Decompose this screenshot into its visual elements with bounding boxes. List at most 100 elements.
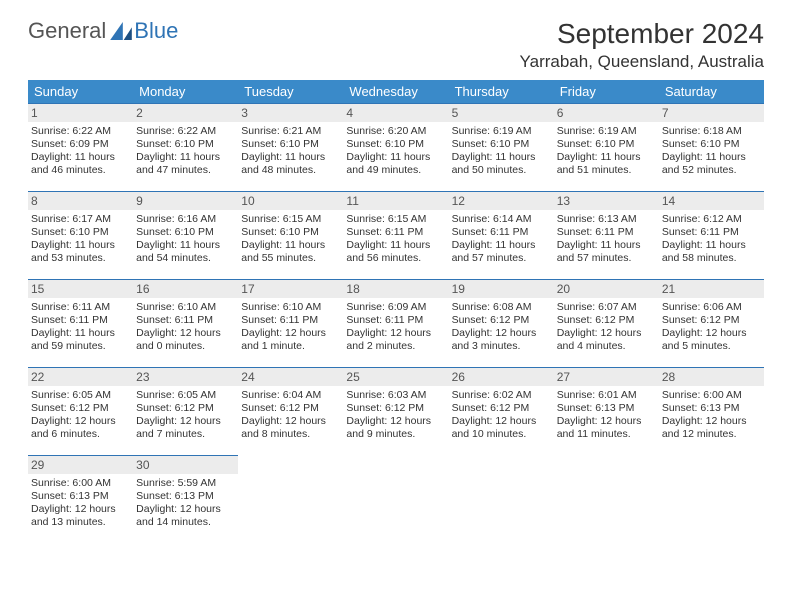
day-number: 24 xyxy=(238,367,343,386)
calendar-cell: 29Sunrise: 6:00 AMSunset: 6:13 PMDayligh… xyxy=(28,455,133,543)
day-line: Sunset: 6:13 PM xyxy=(136,490,235,503)
day-line: Sunset: 6:12 PM xyxy=(241,402,340,415)
dayname-sat: Saturday xyxy=(659,80,764,103)
day-line: Daylight: 12 hours xyxy=(346,327,445,340)
day-line: Sunset: 6:10 PM xyxy=(136,138,235,151)
day-line: Daylight: 12 hours xyxy=(241,327,340,340)
day-line: Sunrise: 6:10 AM xyxy=(241,301,340,314)
day-line: and 47 minutes. xyxy=(136,164,235,177)
day-line: Sunrise: 6:00 AM xyxy=(662,389,761,402)
day-line: Sunrise: 6:06 AM xyxy=(662,301,761,314)
day-details: Sunrise: 6:10 AMSunset: 6:11 PMDaylight:… xyxy=(238,298,343,360)
brand-part2: Blue xyxy=(134,18,178,44)
day-line: and 0 minutes. xyxy=(136,340,235,353)
day-line: Daylight: 12 hours xyxy=(31,415,130,428)
day-number: 12 xyxy=(449,191,554,210)
day-line: Sunset: 6:11 PM xyxy=(241,314,340,327)
calendar-cell xyxy=(554,455,659,543)
day-number: 22 xyxy=(28,367,133,386)
calendar-row: 1Sunrise: 6:22 AMSunset: 6:09 PMDaylight… xyxy=(28,103,764,191)
day-line: Daylight: 12 hours xyxy=(31,503,130,516)
day-details: Sunrise: 6:13 AMSunset: 6:11 PMDaylight:… xyxy=(554,210,659,272)
day-details: Sunrise: 6:22 AMSunset: 6:10 PMDaylight:… xyxy=(133,122,238,184)
day-details: Sunrise: 6:18 AMSunset: 6:10 PMDaylight:… xyxy=(659,122,764,184)
day-line: Sunrise: 6:13 AM xyxy=(557,213,656,226)
day-line: and 13 minutes. xyxy=(31,516,130,529)
day-number: 29 xyxy=(28,455,133,474)
day-line: and 10 minutes. xyxy=(452,428,551,441)
day-line: and 50 minutes. xyxy=(452,164,551,177)
sail-icon xyxy=(110,22,132,40)
day-line: Daylight: 11 hours xyxy=(662,239,761,252)
day-details: Sunrise: 6:15 AMSunset: 6:10 PMDaylight:… xyxy=(238,210,343,272)
day-number: 25 xyxy=(343,367,448,386)
day-line: Sunset: 6:10 PM xyxy=(136,226,235,239)
day-line: Sunrise: 6:19 AM xyxy=(557,125,656,138)
day-number: 8 xyxy=(28,191,133,210)
calendar-cell: 27Sunrise: 6:01 AMSunset: 6:13 PMDayligh… xyxy=(554,367,659,455)
day-line: Sunset: 6:10 PM xyxy=(346,138,445,151)
day-details: Sunrise: 6:02 AMSunset: 6:12 PMDaylight:… xyxy=(449,386,554,448)
day-line: Sunrise: 6:01 AM xyxy=(557,389,656,402)
day-details: Sunrise: 6:10 AMSunset: 6:11 PMDaylight:… xyxy=(133,298,238,360)
day-line: Daylight: 12 hours xyxy=(452,327,551,340)
day-line: Daylight: 12 hours xyxy=(136,503,235,516)
day-line: Sunrise: 6:07 AM xyxy=(557,301,656,314)
day-line: Sunrise: 6:16 AM xyxy=(136,213,235,226)
day-number: 19 xyxy=(449,279,554,298)
calendar-cell: 4Sunrise: 6:20 AMSunset: 6:10 PMDaylight… xyxy=(343,103,448,191)
day-line: Daylight: 11 hours xyxy=(557,151,656,164)
calendar-cell: 30Sunrise: 5:59 AMSunset: 6:13 PMDayligh… xyxy=(133,455,238,543)
calendar-cell: 7Sunrise: 6:18 AMSunset: 6:10 PMDaylight… xyxy=(659,103,764,191)
day-line: Daylight: 11 hours xyxy=(662,151,761,164)
calendar-cell: 11Sunrise: 6:15 AMSunset: 6:11 PMDayligh… xyxy=(343,191,448,279)
calendar-cell: 15Sunrise: 6:11 AMSunset: 6:11 PMDayligh… xyxy=(28,279,133,367)
day-line: Sunrise: 5:59 AM xyxy=(136,477,235,490)
day-number: 7 xyxy=(659,103,764,122)
day-line: Daylight: 11 hours xyxy=(346,151,445,164)
day-line: Sunset: 6:11 PM xyxy=(136,314,235,327)
day-line: Daylight: 11 hours xyxy=(136,239,235,252)
month-title: September 2024 xyxy=(520,18,764,50)
calendar-cell: 2Sunrise: 6:22 AMSunset: 6:10 PMDaylight… xyxy=(133,103,238,191)
day-header-row: Sunday Monday Tuesday Wednesday Thursday… xyxy=(28,80,764,103)
dayname-tue: Tuesday xyxy=(238,80,343,103)
day-details: Sunrise: 6:03 AMSunset: 6:12 PMDaylight:… xyxy=(343,386,448,448)
calendar-cell: 3Sunrise: 6:21 AMSunset: 6:10 PMDaylight… xyxy=(238,103,343,191)
day-line: and 59 minutes. xyxy=(31,340,130,353)
day-line: and 9 minutes. xyxy=(346,428,445,441)
day-details: Sunrise: 6:01 AMSunset: 6:13 PMDaylight:… xyxy=(554,386,659,448)
day-line: and 3 minutes. xyxy=(452,340,551,353)
day-line: Sunrise: 6:15 AM xyxy=(346,213,445,226)
day-number: 26 xyxy=(449,367,554,386)
calendar-row: 8Sunrise: 6:17 AMSunset: 6:10 PMDaylight… xyxy=(28,191,764,279)
day-line: Sunrise: 6:22 AM xyxy=(136,125,235,138)
day-number: 27 xyxy=(554,367,659,386)
calendar-row: 29Sunrise: 6:00 AMSunset: 6:13 PMDayligh… xyxy=(28,455,764,543)
calendar-cell: 6Sunrise: 6:19 AMSunset: 6:10 PMDaylight… xyxy=(554,103,659,191)
calendar-cell: 16Sunrise: 6:10 AMSunset: 6:11 PMDayligh… xyxy=(133,279,238,367)
day-details: Sunrise: 6:06 AMSunset: 6:12 PMDaylight:… xyxy=(659,298,764,360)
day-details: Sunrise: 6:17 AMSunset: 6:10 PMDaylight:… xyxy=(28,210,133,272)
day-line: Sunrise: 6:12 AM xyxy=(662,213,761,226)
day-line: Daylight: 12 hours xyxy=(241,415,340,428)
day-line: Sunset: 6:11 PM xyxy=(452,226,551,239)
calendar-cell: 1Sunrise: 6:22 AMSunset: 6:09 PMDaylight… xyxy=(28,103,133,191)
day-number: 2 xyxy=(133,103,238,122)
day-line: and 12 minutes. xyxy=(662,428,761,441)
day-line: and 55 minutes. xyxy=(241,252,340,265)
day-line: Daylight: 11 hours xyxy=(136,151,235,164)
day-number: 6 xyxy=(554,103,659,122)
day-line: Sunset: 6:10 PM xyxy=(662,138,761,151)
day-number: 20 xyxy=(554,279,659,298)
calendar-cell: 9Sunrise: 6:16 AMSunset: 6:10 PMDaylight… xyxy=(133,191,238,279)
day-line: Daylight: 12 hours xyxy=(452,415,551,428)
day-line: and 49 minutes. xyxy=(346,164,445,177)
day-line: Daylight: 11 hours xyxy=(557,239,656,252)
day-number: 17 xyxy=(238,279,343,298)
day-line: Sunset: 6:12 PM xyxy=(31,402,130,415)
day-line: and 57 minutes. xyxy=(557,252,656,265)
day-details: Sunrise: 6:14 AMSunset: 6:11 PMDaylight:… xyxy=(449,210,554,272)
day-line: Sunrise: 6:17 AM xyxy=(31,213,130,226)
day-details: Sunrise: 6:00 AMSunset: 6:13 PMDaylight:… xyxy=(659,386,764,448)
